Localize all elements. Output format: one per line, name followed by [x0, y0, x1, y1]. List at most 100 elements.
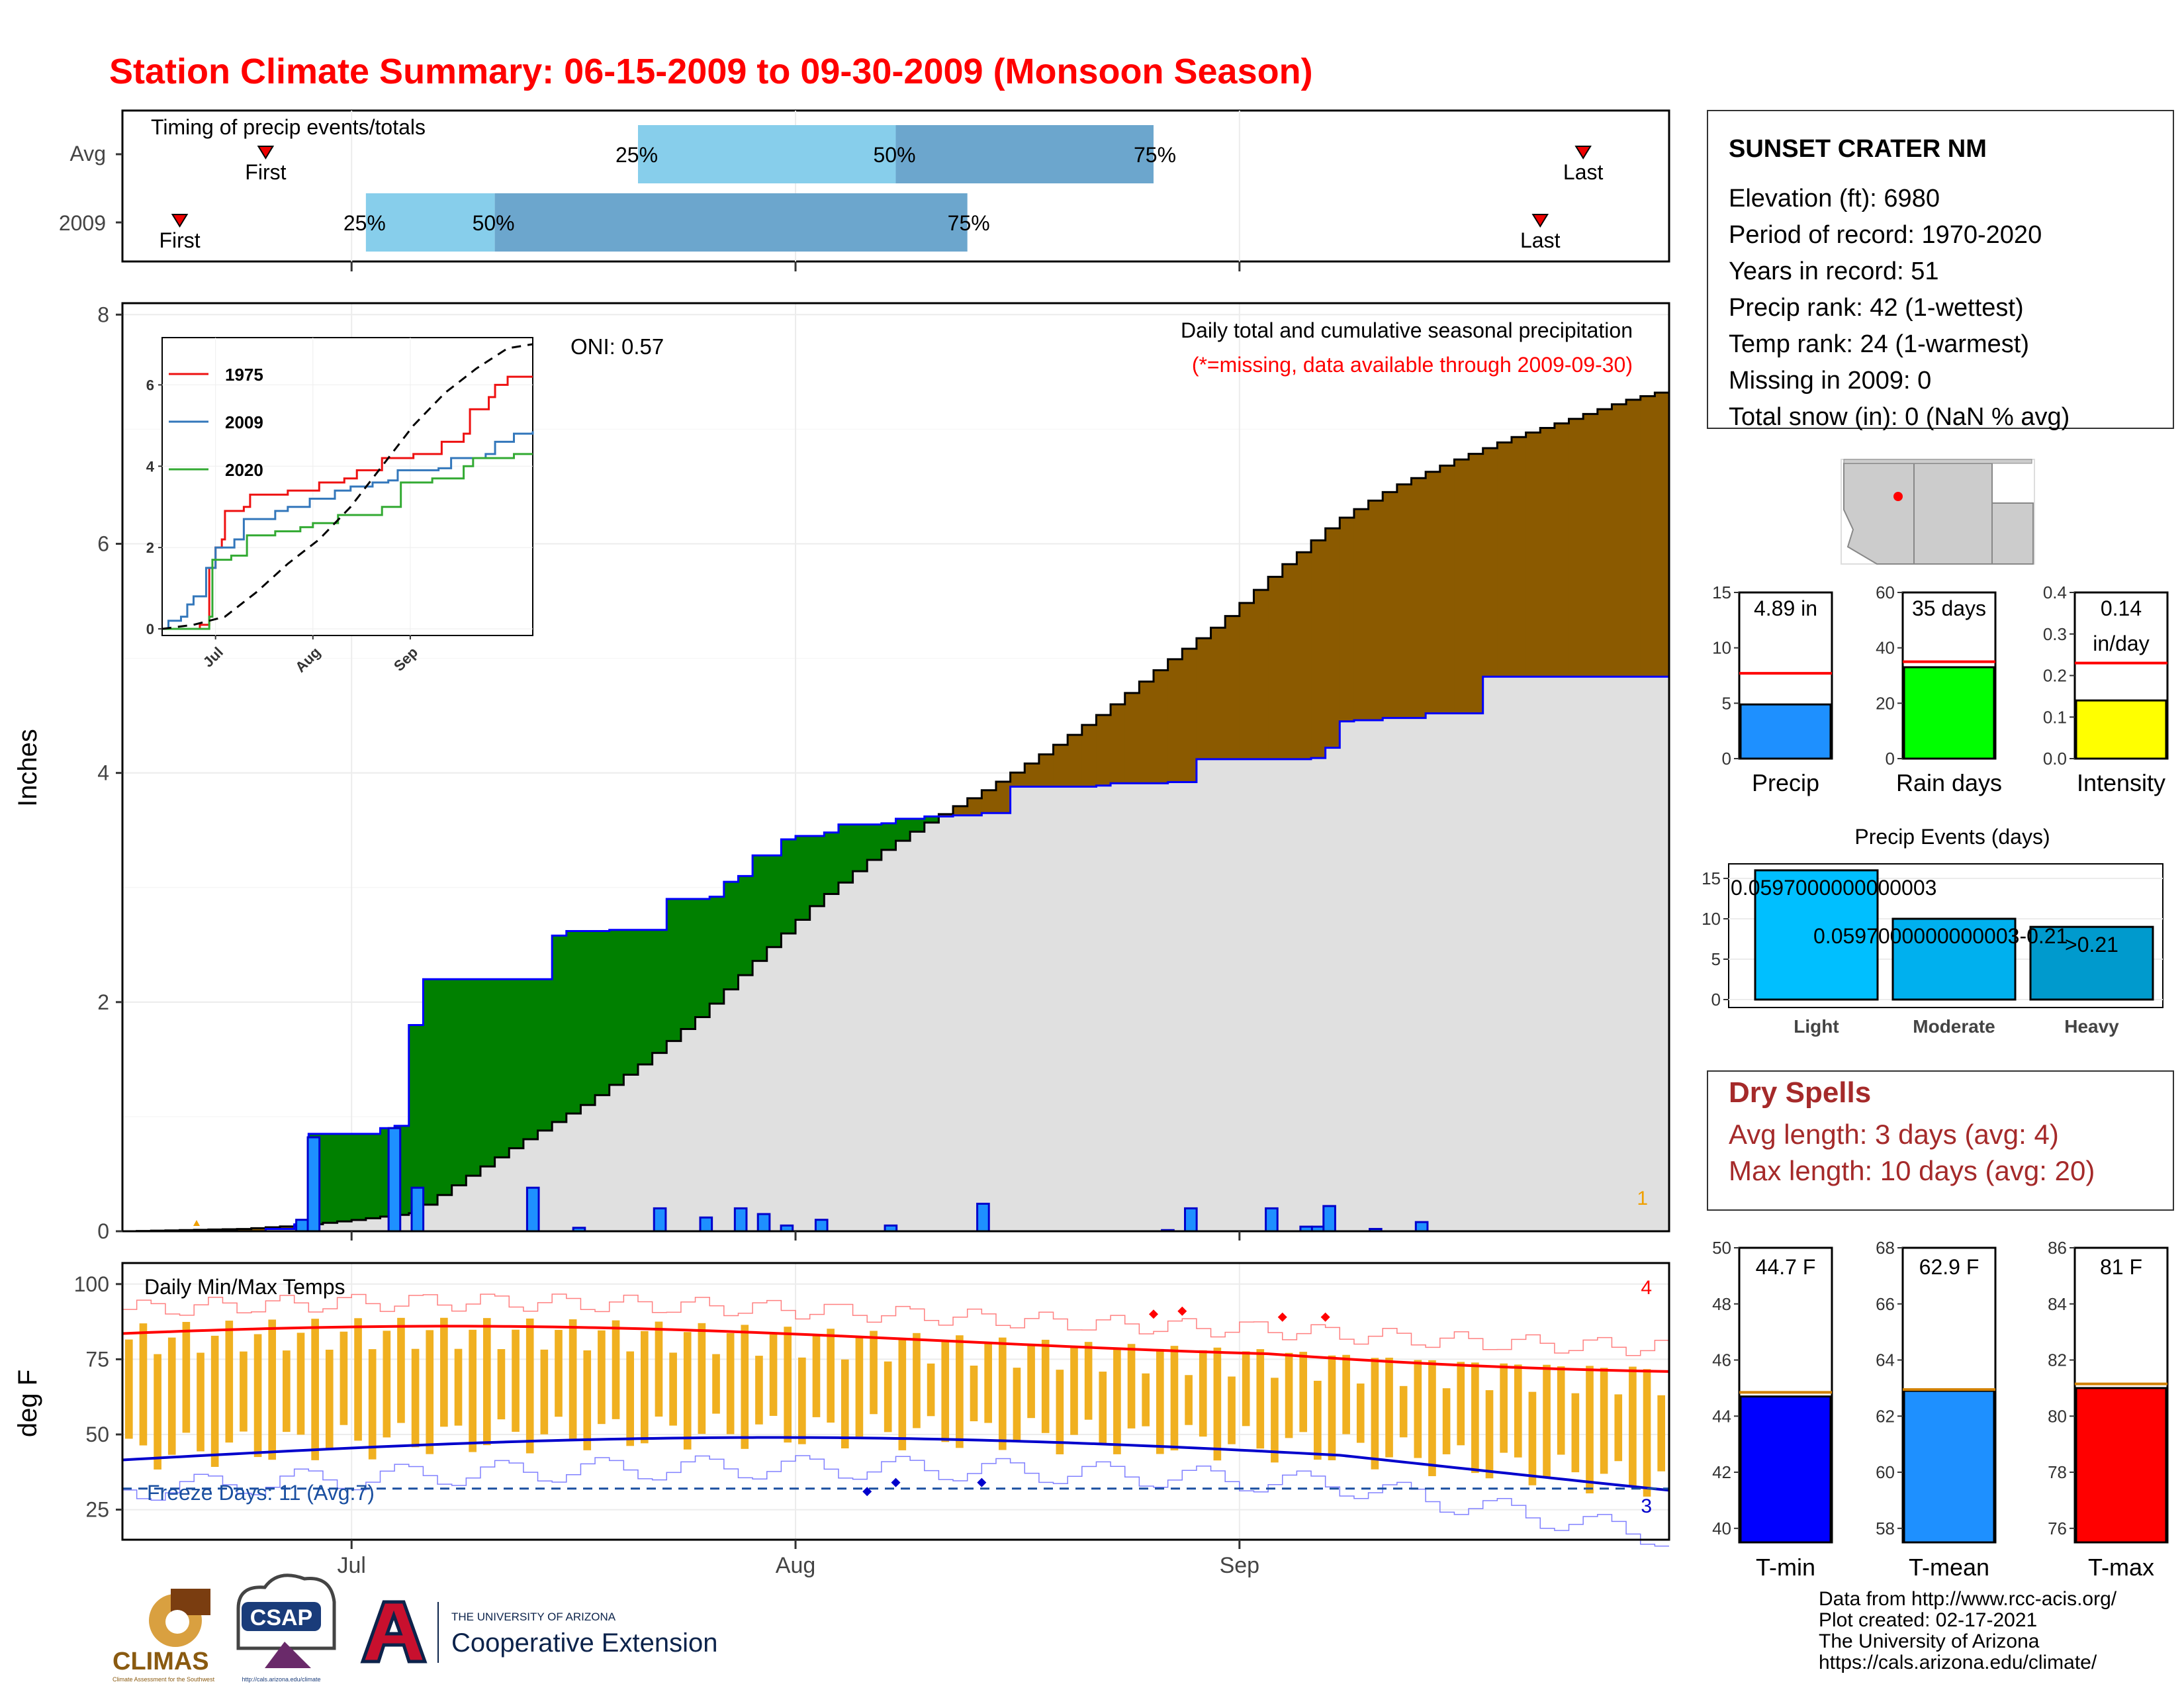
daily-precip-bar-4	[525, 1186, 540, 1233]
events-title: Precip Events (days)	[1854, 825, 2050, 849]
temp-ytick-label-1: 50	[85, 1423, 109, 1446]
avg-fill-step	[1353, 720, 1369, 1231]
missing-marker	[193, 1220, 200, 1226]
avg-fill-step	[1124, 783, 1140, 1231]
daily-temp-range-bar	[769, 1334, 778, 1416]
avg-fill-step	[351, 1219, 367, 1231]
gauge-ytick-label: 0.1	[2043, 707, 2067, 727]
climas-subtitle: Climate Assessment for the Southwest	[113, 1676, 215, 1683]
gauge-ytick-label: 40	[1876, 638, 1895, 658]
station-location-dot	[1893, 492, 1903, 501]
daily-temp-range-bar	[1629, 1366, 1637, 1487]
temp-y-ticks: 25 50 75 100	[74, 1272, 122, 1522]
daily-temp-range-bar	[525, 1318, 534, 1454]
record-low-marker-1	[891, 1477, 901, 1487]
daily-temp-range-bar	[798, 1357, 806, 1444]
station-temp-rank: Temp rank: 24 (1-warmest)	[1729, 330, 2029, 358]
gauge-label: Rain days	[1896, 769, 2002, 796]
daily-temp-range-bar	[1271, 1378, 1279, 1463]
daily-temp-range-bar	[1170, 1346, 1179, 1451]
drier-fill-step	[251, 1228, 266, 1231]
drier-fill-step	[1081, 725, 1097, 787]
drier-fill-step	[1439, 465, 1455, 714]
avg-fill-step	[1253, 759, 1269, 1231]
avg-fill-step	[1154, 783, 1169, 1231]
events-category-light: Light	[1794, 1016, 1839, 1037]
daily-temp-range-bar	[340, 1331, 348, 1425]
daily-precip-bar-1	[306, 1136, 321, 1233]
avg-fill-step	[1383, 718, 1398, 1231]
tgauge-ytick-label: 46	[1712, 1350, 1731, 1370]
month-label-Aug: Aug	[776, 1553, 816, 1578]
drier-fill-step	[1612, 404, 1627, 677]
avg-fill-step	[466, 1176, 481, 1231]
daily-temp-range-bar	[454, 1348, 463, 1426]
daily-temp-range-bar	[1113, 1347, 1121, 1454]
avg-fill-step	[1225, 759, 1240, 1231]
gauge-ytick-label: 0	[1722, 749, 1731, 769]
tgauge-ytick-label: 40	[1712, 1519, 1731, 1538]
drier-fill-step	[1196, 638, 1212, 759]
daily-temp-range-bar	[1600, 1368, 1608, 1474]
temp-ytick-label-3: 100	[74, 1272, 109, 1296]
drier-fill-step	[280, 1226, 295, 1229]
gauge-bar	[1739, 703, 1832, 760]
avg-max-temp-line	[122, 1325, 1670, 1373]
ua-small-text: THE UNIVERSITY OF ARIZONA	[451, 1611, 616, 1623]
freeze-days: Freeze Days: 11 (Avg:7)	[147, 1481, 375, 1505]
record-high-marker-3	[1320, 1312, 1330, 1322]
avg-fill-step	[852, 871, 868, 1231]
daily-temp-range-bar	[784, 1327, 792, 1443]
tgauge-value: 62.9 F	[1919, 1255, 1979, 1279]
daily-temp-range-bar	[354, 1318, 362, 1441]
daily-temp-range-bar	[1643, 1369, 1651, 1497]
daily-temp-range-bar	[626, 1351, 634, 1446]
gauge-bar	[2075, 699, 2167, 760]
drier-fill-step	[1540, 428, 1555, 677]
drier-fill-step	[1469, 453, 1484, 714]
tgauge-value: 44.7 F	[1756, 1255, 1816, 1279]
daily-temp-range-bar	[998, 1337, 1007, 1450]
timing-p25-label-Avg: 25%	[615, 143, 658, 167]
daily-temp-range-bar	[755, 1356, 763, 1425]
daily-temp-range-bar	[1356, 1383, 1365, 1443]
gauge-ytick-label: 5	[1722, 693, 1731, 713]
wetter-fill-step	[881, 823, 897, 850]
daily-temp-range-bar	[683, 1332, 692, 1450]
daily-temp-range-bar	[1084, 1342, 1093, 1420]
tgauge-ytick-label: 48	[1712, 1294, 1731, 1314]
daily-temp-range-bar	[1399, 1385, 1408, 1438]
record-high-marker-0	[1149, 1309, 1158, 1319]
drier-fill-step	[1010, 773, 1025, 787]
daily-temp-range-bar	[855, 1337, 864, 1437]
timing-panel: 25% 50% 75% First Last 25% 50% 75% First Last Tim…	[59, 109, 1670, 271]
wetter-fill-step	[494, 979, 510, 1158]
drier-fill-step	[1038, 754, 1054, 787]
wetter-fill-step	[680, 899, 696, 1029]
gauge-label: Intensity	[2077, 769, 2165, 796]
wetter-fill-step	[609, 929, 624, 1085]
avg-fill-step	[709, 1004, 725, 1231]
inset-ytick-label-0: 0	[146, 621, 154, 637]
temp-ytick-label-2: 75	[85, 1347, 109, 1371]
daily-temp-range-bar	[1013, 1368, 1021, 1442]
tgauge-ytick-label: 84	[2048, 1294, 2067, 1314]
daily-temp-range-bar	[1614, 1394, 1623, 1462]
daily-temp-range-bar	[154, 1354, 161, 1470]
avg-fill-step	[1038, 786, 1054, 1231]
events-ytick-label-2: 10	[1702, 909, 1721, 929]
tgauge-ytick-label: 60	[1876, 1462, 1895, 1482]
temp-count-bottom: 3	[1641, 1495, 1652, 1517]
daily-temp-range-bar	[612, 1320, 620, 1419]
avg-cumulative-line	[122, 391, 1669, 1233]
climas-logo: CLIMAS Climate Assessment for the Southw…	[113, 1589, 215, 1683]
events-bar-moderate	[1891, 917, 2017, 1001]
avg-fill-step	[938, 816, 954, 1231]
avg-fill-step	[1196, 759, 1212, 1231]
record-low-marker-0	[862, 1487, 872, 1497]
daily-temp-range-bar	[827, 1329, 835, 1423]
drier-fill-step	[1640, 396, 1655, 677]
gauge-ytick-label: 60	[1876, 583, 1895, 602]
